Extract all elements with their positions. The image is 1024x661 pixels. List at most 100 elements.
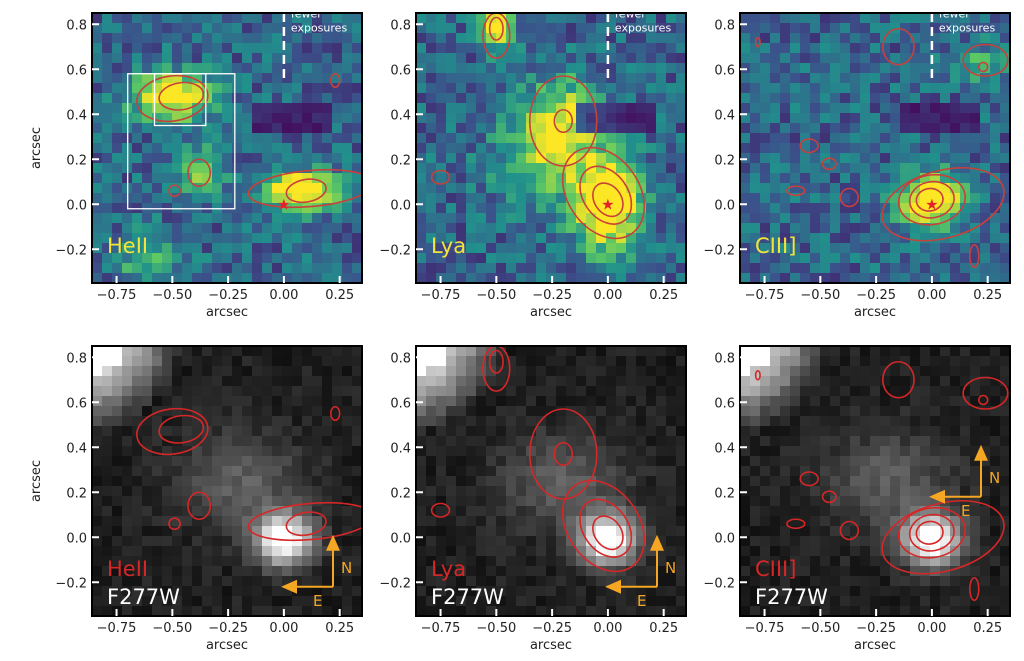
image-pixel <box>850 456 861 467</box>
x-tick-label: 0.00 <box>593 288 622 303</box>
image-pixel <box>656 406 667 417</box>
image-pixel <box>142 596 153 607</box>
image-pixel <box>860 83 871 94</box>
image-pixel <box>322 253 333 264</box>
image-pixel <box>222 153 233 164</box>
image-pixel <box>446 376 457 387</box>
image-pixel <box>142 516 153 527</box>
contour-line <box>529 75 598 167</box>
image-pixel <box>332 576 343 587</box>
image-pixel <box>566 506 577 517</box>
image-pixel <box>586 43 597 54</box>
image-pixel <box>656 103 667 114</box>
image-pixel <box>790 556 801 567</box>
image-pixel <box>596 73 607 84</box>
image-pixel <box>820 466 831 477</box>
image-pixel <box>172 456 183 467</box>
image-pixel <box>566 243 577 254</box>
image-pixel <box>990 486 1001 497</box>
image-pixel <box>596 466 607 477</box>
image-pixel <box>980 426 991 437</box>
image-pixel <box>262 103 273 114</box>
image-pixel <box>446 143 457 154</box>
image-pixel <box>950 346 961 357</box>
image-pixel <box>790 23 801 34</box>
image-pixel <box>436 203 447 214</box>
image-pixel <box>740 436 751 447</box>
image-pixel <box>750 53 761 64</box>
image-pixel <box>242 416 253 427</box>
image-pixel <box>676 253 686 264</box>
image-pixel <box>810 123 821 134</box>
image-pixel <box>476 213 487 224</box>
image-pixel <box>880 436 891 447</box>
image-pixel <box>112 426 123 437</box>
image-pixel <box>322 526 333 537</box>
image-pixel <box>920 53 931 64</box>
image-pixel <box>800 253 811 264</box>
image-pixel <box>810 506 821 517</box>
image-pixel <box>222 346 233 357</box>
image-pixel <box>626 43 637 54</box>
image-pixel <box>890 273 901 283</box>
image-pixel <box>656 426 667 437</box>
image-pixel <box>332 153 343 164</box>
image-pixel <box>322 596 333 607</box>
image-pixel <box>780 223 791 234</box>
image-pixel <box>800 73 811 84</box>
image-pixel <box>496 596 507 607</box>
image-pixel <box>112 566 123 577</box>
contour-line <box>579 498 633 558</box>
image-pixel <box>930 476 941 487</box>
image-pixel <box>102 546 113 557</box>
image-pixel <box>626 586 637 597</box>
image-pixel <box>506 153 517 164</box>
image-pixel <box>576 53 587 64</box>
image-pixel <box>322 536 333 547</box>
contour-line <box>962 43 1009 77</box>
image-pixel <box>930 556 941 567</box>
image-pixel <box>312 496 323 507</box>
image-pixel <box>760 586 771 597</box>
contour-line <box>561 146 645 240</box>
image-pixel <box>142 263 153 274</box>
image-pixel <box>990 173 1001 184</box>
image-pixel <box>302 426 313 437</box>
image-pixel <box>830 63 841 74</box>
image-pixel <box>446 576 457 587</box>
image-pixel <box>122 556 133 567</box>
image-pixel <box>426 223 437 234</box>
image-pixel <box>262 233 273 244</box>
image-pixel <box>142 233 153 244</box>
image-pixel <box>192 63 203 74</box>
image-pixel <box>312 223 323 234</box>
image-pixel <box>516 193 527 204</box>
image-pixel <box>446 406 457 417</box>
image-pixel <box>860 556 871 567</box>
image-pixel <box>790 153 801 164</box>
image-pixel <box>636 53 647 64</box>
image-pixel <box>790 426 801 437</box>
image-pixel <box>352 586 362 597</box>
image-pixel <box>830 526 841 537</box>
image-pixel <box>980 356 991 367</box>
image-pixel <box>900 516 911 527</box>
image-pixel <box>800 13 811 24</box>
image-pixel <box>770 193 781 204</box>
image-pixel <box>800 366 811 377</box>
image-pixel <box>312 253 323 264</box>
image-pixel <box>760 506 771 517</box>
image-pixel <box>152 576 163 587</box>
image-pixel <box>646 123 657 134</box>
image-pixel <box>920 203 931 214</box>
image-pixel <box>556 93 567 104</box>
image-pixel <box>850 273 861 283</box>
east-arrow-icon <box>604 579 621 594</box>
image-pixel <box>890 446 901 457</box>
image-pixel <box>262 606 273 616</box>
image-pixel <box>860 606 871 616</box>
image-pixel <box>980 253 991 264</box>
image-pixel <box>880 606 891 616</box>
image-pixel <box>850 596 861 607</box>
image-pixel <box>112 556 123 567</box>
